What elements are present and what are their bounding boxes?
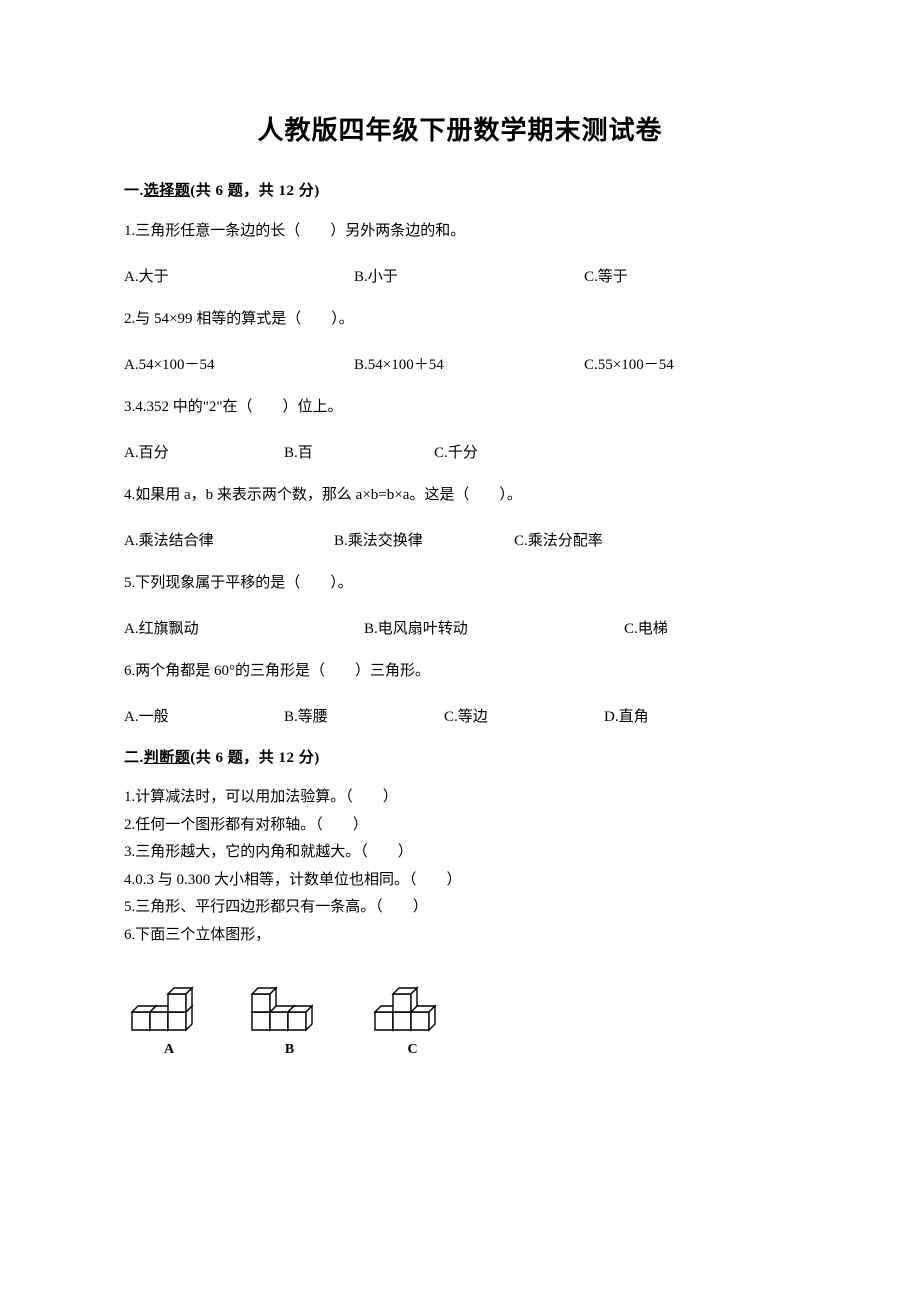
q2-options: A.54×100－54 B.54×100＋54 C.55×100－54: [124, 353, 796, 374]
j2: 2.任何一个图形都有对称轴。（ ）: [124, 813, 796, 839]
q6-text: 6.两个角都是 60°的三角形是（ ）三角形。: [124, 658, 796, 685]
section-1-header: 一.选择题(共 6 题，共 12 分): [124, 179, 796, 200]
q4-options: A.乘法结合律 B.乘法交换律 C.乘法分配率: [124, 529, 796, 550]
figure-b-label: B: [285, 1042, 294, 1058]
q6-option-a: A.一般: [124, 705, 284, 726]
q5-text: 5.下列现象属于平移的是（ ）。: [124, 570, 796, 597]
judge-list: 1.计算减法时，可以用加法验算。（ ） 2.任何一个图形都有对称轴。（ ） 3.…: [124, 785, 796, 948]
q5-option-a: A.红旗飘动: [124, 617, 364, 638]
q3-option-b: B.百: [284, 441, 434, 462]
q1-options: A.大于 B.小于 C.等于: [124, 265, 796, 286]
q1-option-b: B.小于: [354, 265, 584, 286]
cube-figure-c-icon: [365, 976, 460, 1036]
q4-text: 4.如果用 a，b 来表示两个数，那么 a×b=b×a。这是（ ）。: [124, 482, 796, 509]
q4-option-b: B.乘法交换律: [334, 529, 514, 550]
q3-text: 3.4.352 中的"2"在（ ）位上。: [124, 394, 796, 421]
q6-option-c: C.等边: [444, 705, 604, 726]
section-2-info: (共 6 题，共 12 分): [190, 750, 320, 766]
section-2-name: 判断题: [144, 750, 191, 766]
q4-option-a: A.乘法结合律: [124, 529, 334, 550]
page-title: 人教版四年级下册数学期末测试卷: [124, 110, 796, 147]
q6-option-b: B.等腰: [284, 705, 444, 726]
q5-option-b: B.电风扇叶转动: [364, 617, 624, 638]
q6-option-d: D.直角: [604, 705, 649, 726]
q3-options: A.百分 B.百 C.千分: [124, 441, 796, 462]
figure-a-label: A: [164, 1042, 174, 1058]
section-1-prefix: 一.: [124, 183, 144, 199]
q1-option-c: C.等于: [584, 265, 628, 286]
j1: 1.计算减法时，可以用加法验算。（ ）: [124, 785, 796, 811]
section-1-info: (共 6 题，共 12 分): [190, 183, 320, 199]
figure-c-label: C: [407, 1042, 417, 1058]
cube-figure-a-icon: [124, 976, 214, 1036]
q1-option-a: A.大于: [124, 265, 354, 286]
q2-option-c: C.55×100－54: [584, 353, 674, 374]
q2-option-a: A.54×100－54: [124, 353, 354, 374]
section-2-header: 二.判断题(共 6 题，共 12 分): [124, 746, 796, 767]
section-2-prefix: 二.: [124, 750, 144, 766]
cube-figures: A B: [124, 976, 796, 1058]
figure-b: B: [242, 976, 337, 1058]
j3: 3.三角形越大，它的内角和就越大。（ ）: [124, 840, 796, 866]
figure-a: A: [124, 976, 214, 1058]
cube-figure-b-icon: [242, 976, 337, 1036]
q6-options: A.一般 B.等腰 C.等边 D.直角: [124, 705, 796, 726]
section-1-name: 选择题: [144, 183, 191, 199]
q4-option-c: C.乘法分配率: [514, 529, 603, 550]
q2-text: 2.与 54×99 相等的算式是（ ）。: [124, 306, 796, 333]
q3-option-a: A.百分: [124, 441, 284, 462]
q5-option-c: C.电梯: [624, 617, 668, 638]
q2-option-b: B.54×100＋54: [354, 353, 584, 374]
j5: 5.三角形、平行四边形都只有一条高。（ ）: [124, 895, 796, 921]
j4: 4.0.3 与 0.300 大小相等，计数单位也相同。（ ）: [124, 868, 796, 894]
j6: 6.下面三个立体图形，: [124, 923, 796, 949]
q3-option-c: C.千分: [434, 441, 478, 462]
figure-c: C: [365, 976, 460, 1058]
q5-options: A.红旗飘动 B.电风扇叶转动 C.电梯: [124, 617, 796, 638]
q1-text: 1.三角形任意一条边的长（ ）另外两条边的和。: [124, 218, 796, 245]
